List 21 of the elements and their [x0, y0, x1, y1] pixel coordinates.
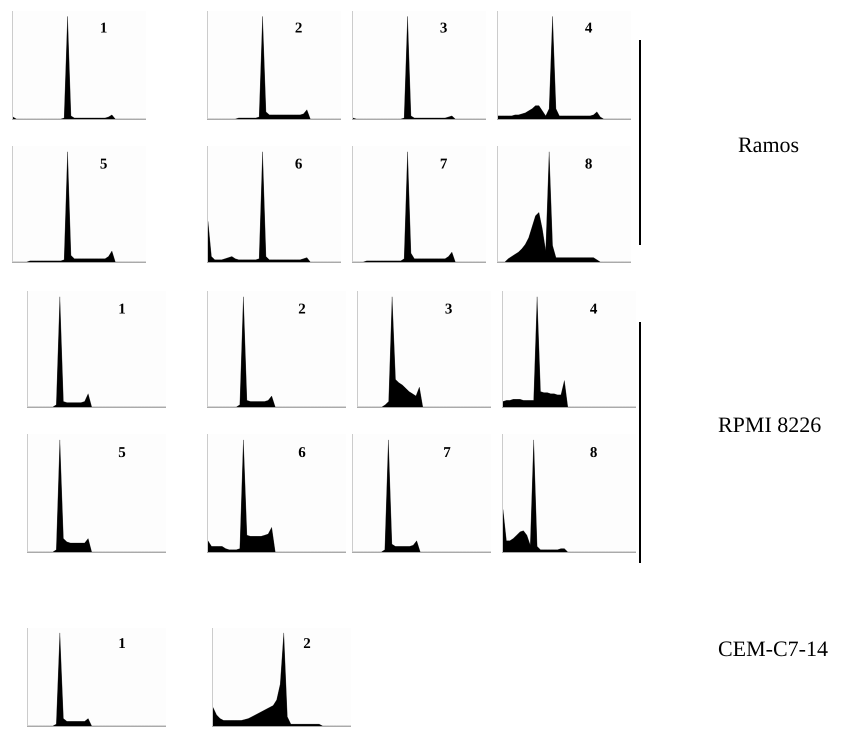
chart-title: 2 — [298, 302, 306, 318]
chart-title: 1 — [118, 302, 126, 318]
chart-title: 1 — [118, 636, 126, 652]
text: CEM-C7-14 — [718, 636, 828, 661]
text: RPMI 8226 — [718, 412, 822, 437]
chart-title: 8 — [584, 156, 592, 173]
chart-title: 4 — [590, 302, 598, 318]
chart-title: 7 — [440, 156, 448, 173]
chart-title: 4 — [584, 20, 593, 37]
chart-title: 3 — [444, 302, 452, 318]
chart-title: 2 — [303, 636, 311, 652]
text: Ramos — [738, 132, 800, 157]
chart-title: 8 — [590, 444, 598, 461]
chart-title: 5 — [118, 444, 126, 461]
chart-title: 1 — [100, 20, 108, 37]
chart-title: 6 — [294, 156, 303, 173]
chart-title: 6 — [298, 444, 306, 461]
chart-title: 3 — [440, 20, 448, 37]
chart-title: 2 — [294, 20, 302, 37]
chart-title: 5 — [100, 156, 108, 173]
chart-title: 7 — [443, 444, 452, 461]
